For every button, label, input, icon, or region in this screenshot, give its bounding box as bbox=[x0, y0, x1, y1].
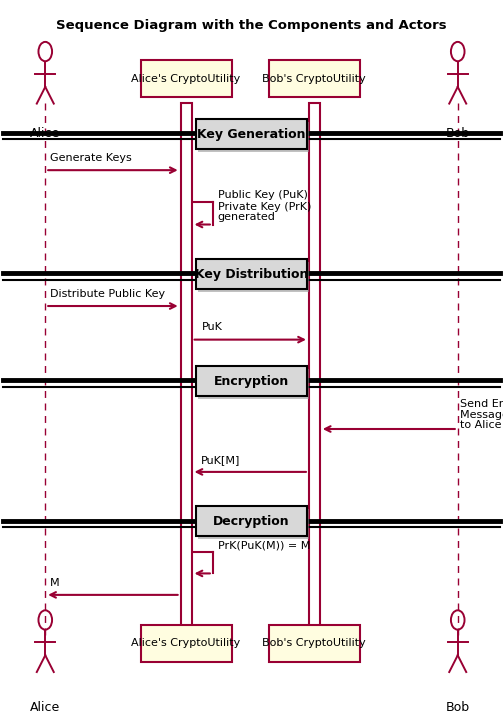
Text: Alice: Alice bbox=[30, 701, 60, 714]
Text: Bob: Bob bbox=[446, 701, 470, 714]
Text: Send Encrypted: Send Encrypted bbox=[460, 399, 503, 409]
FancyBboxPatch shape bbox=[196, 119, 306, 149]
FancyBboxPatch shape bbox=[269, 60, 360, 97]
FancyBboxPatch shape bbox=[269, 625, 360, 662]
FancyBboxPatch shape bbox=[140, 625, 231, 662]
Text: Encryption: Encryption bbox=[214, 375, 289, 388]
FancyBboxPatch shape bbox=[198, 509, 308, 539]
Text: Generate Keys: Generate Keys bbox=[50, 153, 132, 163]
Bar bbox=[309, 103, 320, 638]
Text: Key Generation: Key Generation bbox=[197, 128, 306, 141]
Text: PrK(PuK(M)) = M: PrK(PuK(M)) = M bbox=[218, 541, 310, 551]
Text: Sequence Diagram with the Components and Actors: Sequence Diagram with the Components and… bbox=[56, 19, 447, 31]
FancyBboxPatch shape bbox=[196, 506, 306, 536]
Bar bbox=[181, 103, 192, 638]
Text: Public Key (PuK): Public Key (PuK) bbox=[218, 190, 308, 200]
FancyBboxPatch shape bbox=[140, 60, 231, 97]
Text: Private Key (PrK): Private Key (PrK) bbox=[218, 202, 311, 212]
FancyBboxPatch shape bbox=[196, 366, 306, 396]
FancyBboxPatch shape bbox=[198, 369, 308, 399]
FancyBboxPatch shape bbox=[198, 262, 308, 292]
Text: Alice's CryptoUtility: Alice's CryptoUtility bbox=[131, 638, 241, 649]
Text: Bob's CryptoUtility: Bob's CryptoUtility bbox=[263, 638, 366, 649]
Text: generated: generated bbox=[218, 212, 276, 222]
Text: PuK: PuK bbox=[202, 322, 223, 332]
Text: Alice's CryptoUtility: Alice's CryptoUtility bbox=[131, 74, 241, 84]
FancyBboxPatch shape bbox=[198, 122, 308, 152]
Text: Message M: Message M bbox=[460, 410, 503, 420]
FancyBboxPatch shape bbox=[196, 259, 306, 289]
Text: Bob's CryptoUtility: Bob's CryptoUtility bbox=[263, 74, 366, 84]
Text: PuK[M]: PuK[M] bbox=[201, 455, 240, 465]
Text: Alice: Alice bbox=[30, 127, 60, 140]
Text: M: M bbox=[50, 578, 60, 588]
Text: to Alice: to Alice bbox=[460, 420, 502, 430]
Text: Distribute Public Key: Distribute Public Key bbox=[50, 289, 165, 299]
Text: Bob: Bob bbox=[446, 127, 470, 140]
Text: Key Distribution: Key Distribution bbox=[195, 268, 308, 281]
Text: Decryption: Decryption bbox=[213, 516, 290, 528]
